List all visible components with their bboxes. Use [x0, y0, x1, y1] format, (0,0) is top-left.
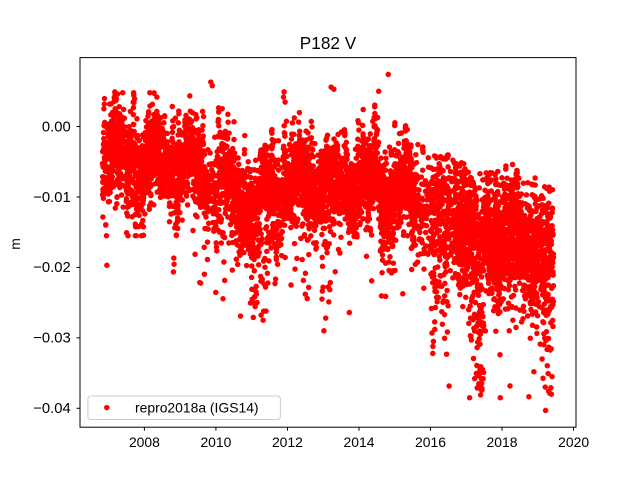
- svg-text:repro2018a (IGS14): repro2018a (IGS14): [135, 399, 259, 415]
- svg-text:−0.02: −0.02: [33, 260, 70, 276]
- svg-text:−0.03: −0.03: [33, 331, 70, 347]
- svg-text:2014: 2014: [344, 434, 375, 450]
- svg-text:m: m: [7, 238, 23, 250]
- svg-text:2018: 2018: [487, 434, 518, 450]
- svg-text:2012: 2012: [272, 434, 303, 450]
- svg-text:2008: 2008: [129, 434, 160, 450]
- svg-text:2020: 2020: [558, 434, 589, 450]
- svg-text:P182 V: P182 V: [300, 33, 357, 53]
- svg-text:−0.01: −0.01: [33, 190, 70, 206]
- svg-text:−0.04: −0.04: [33, 401, 70, 417]
- svg-text:2016: 2016: [415, 434, 446, 450]
- svg-text:0.00: 0.00: [42, 119, 71, 135]
- svg-text:2010: 2010: [200, 434, 231, 450]
